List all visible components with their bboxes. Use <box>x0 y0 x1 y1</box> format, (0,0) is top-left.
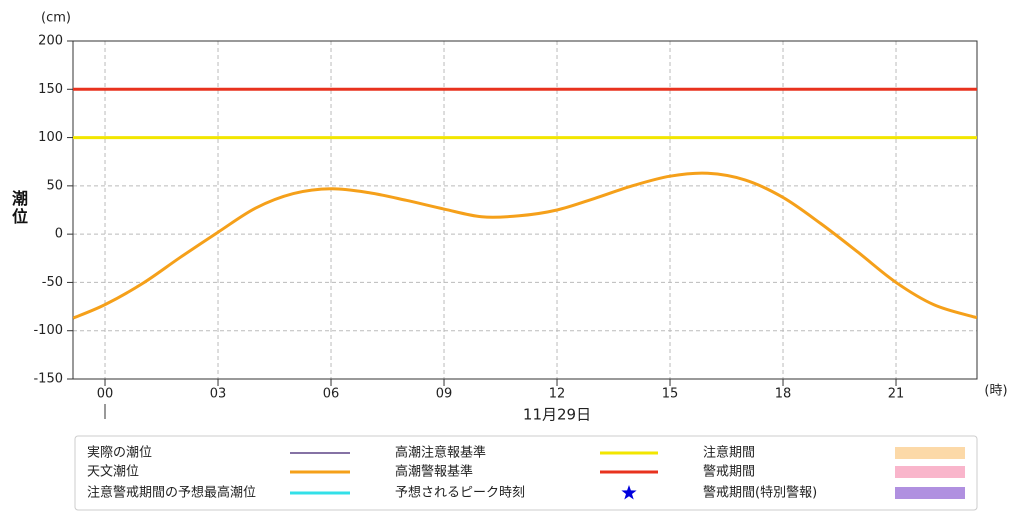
legend-label: 注意警戒期間の予想最高潮位 <box>87 485 256 501</box>
x-unit: (時) <box>984 384 1007 399</box>
y-tick-label: 100 <box>38 130 63 145</box>
x-tick-label: 03 <box>210 387 227 402</box>
x-tick-label: 00 <box>97 387 114 402</box>
y-label: 潮位 <box>9 190 28 226</box>
legend-swatch <box>895 487 965 499</box>
x-tick-label: 12 <box>549 387 566 402</box>
tide-line <box>73 171 977 320</box>
legend-label: 高潮注意報基準 <box>395 445 486 461</box>
legend-label: 実際の潮位 <box>87 445 152 461</box>
x-tick-label: 06 <box>323 387 340 402</box>
x-label: 11月29日 <box>523 406 591 424</box>
x-tick-label: 15 <box>662 387 679 402</box>
plot-frame <box>72 40 978 380</box>
y-tick-label: 0 <box>55 227 63 242</box>
y-tick-label: -150 <box>33 372 63 387</box>
legend-label: 警戒期間(特別警報) <box>703 485 817 501</box>
x-tick-label: 21 <box>888 387 905 402</box>
x-tick-label: 18 <box>775 387 792 402</box>
legend-label: 注意期間 <box>703 445 755 461</box>
legend-label: 警戒期間 <box>703 464 755 480</box>
legend-swatch <box>895 447 965 459</box>
y-tick-label: 50 <box>46 178 63 193</box>
legend-label: 天文潮位 <box>87 465 139 480</box>
y-tick-label: -100 <box>33 323 63 338</box>
legend-swatch <box>895 466 965 478</box>
legend-swatch <box>621 485 637 500</box>
y-unit: (cm) <box>41 11 71 26</box>
legend-label: 高潮警報基準 <box>395 464 473 480</box>
y-tick-label: -50 <box>42 275 63 290</box>
y-tick-label: 150 <box>38 82 63 97</box>
x-tick-label: 09 <box>436 387 453 402</box>
y-tick-label: 200 <box>38 34 63 49</box>
legend-label: 予想されるピーク時刻 <box>395 485 525 501</box>
